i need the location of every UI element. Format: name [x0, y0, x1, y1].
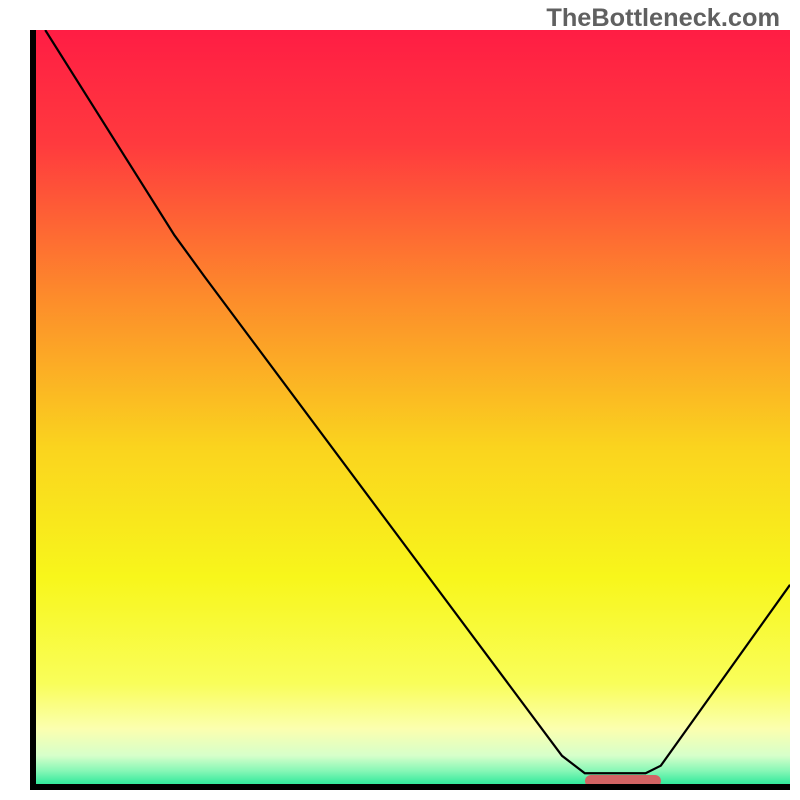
plot-area [30, 30, 790, 790]
curve-path [45, 30, 790, 773]
chart-container: TheBottleneck.com [0, 0, 800, 800]
watermark-text: TheBottleneck.com [546, 4, 780, 33]
x-axis-line [30, 784, 790, 790]
y-axis-line [30, 30, 36, 790]
curve-line [30, 30, 790, 790]
